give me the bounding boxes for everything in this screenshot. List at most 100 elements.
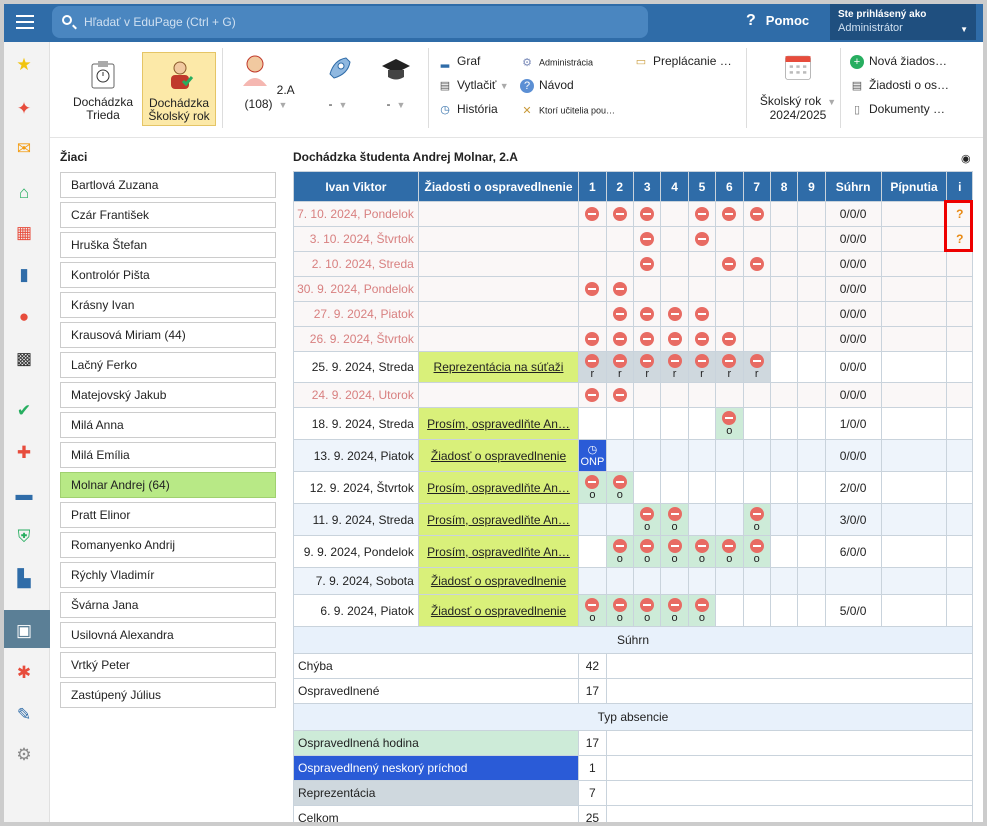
check-icon[interactable]: ✔ [16, 401, 32, 420]
column-header[interactable]: 7 [742, 171, 771, 202]
lesson-cell[interactable] [578, 201, 607, 227]
lesson-cell[interactable] [797, 301, 826, 327]
lesson-cell[interactable] [769, 407, 799, 440]
lesson-cell[interactable] [605, 567, 634, 595]
column-header[interactable]: Ivan Viktor [293, 171, 419, 202]
new-request-link[interactable]: + Nová žiados… [850, 54, 947, 69]
lesson-cell[interactable]: o [687, 535, 717, 568]
lesson-cell[interactable] [687, 326, 717, 352]
lesson-cell[interactable] [797, 439, 826, 472]
student-item[interactable]: Kontrolór Pišta [60, 262, 276, 288]
user-menu[interactable]: Ste prihlásený ako Administrátor ▼ [830, 4, 976, 40]
student-item[interactable]: Matejovský Jakub [60, 382, 276, 408]
column-header[interactable]: 2 [605, 171, 634, 202]
print-link[interactable]: ▤ Vytlačiť ▼ [438, 78, 509, 93]
star-icon[interactable]: ★ [16, 55, 32, 74]
lesson-cell[interactable] [742, 567, 771, 595]
lesson-cell[interactable] [769, 594, 799, 627]
lesson-cell[interactable] [742, 301, 771, 327]
student-item[interactable]: Krausová Miriam (44) [60, 322, 276, 348]
lesson-cell[interactable] [687, 382, 717, 408]
lesson-cell[interactable] [660, 326, 689, 352]
lesson-cell[interactable] [660, 276, 689, 302]
lesson-cell[interactable] [769, 535, 799, 568]
lesson-cell[interactable] [715, 276, 744, 302]
lesson-cell[interactable] [769, 382, 799, 408]
lesson-cell[interactable] [797, 503, 826, 536]
student-item[interactable]: Rýchly Vladimír [60, 562, 276, 588]
home-icon[interactable]: ⌂ [18, 183, 30, 202]
lesson-cell[interactable] [769, 301, 799, 327]
excuse-request-link[interactable]: Prosím, ospravedlňte An… [417, 535, 580, 568]
student-item[interactable]: Romanyenko Andrij [60, 532, 276, 558]
lesson-cell[interactable]: ◷ ONP [578, 439, 607, 472]
lesson-cell[interactable] [742, 594, 771, 627]
lesson-cell[interactable] [605, 439, 634, 472]
lesson-cell[interactable] [797, 535, 826, 568]
lesson-cell[interactable] [632, 471, 662, 504]
lesson-cell[interactable] [797, 201, 826, 227]
lesson-cell[interactable] [769, 567, 799, 595]
graf-link[interactable]: ▂ Graf [438, 54, 481, 69]
lesson-cell[interactable] [797, 567, 826, 595]
lesson-cell[interactable]: r [660, 351, 689, 383]
chat-icon[interactable]: ✱ [16, 663, 32, 682]
student-item[interactable]: Lačný Ferko [60, 352, 276, 378]
magic-wand-icon[interactable]: ✦ [16, 99, 32, 118]
lesson-cell[interactable] [632, 439, 662, 472]
column-header[interactable]: 8 [769, 171, 799, 202]
lesson-cell[interactable] [605, 251, 634, 277]
lesson-cell[interactable] [687, 439, 717, 472]
lesson-cell[interactable] [578, 535, 607, 568]
student-item[interactable]: Czár František [60, 202, 276, 228]
lesson-cell[interactable]: o [660, 503, 689, 536]
lesson-cell[interactable]: o [632, 535, 662, 568]
lesson-cell[interactable] [715, 503, 744, 536]
lesson-cell[interactable] [660, 407, 689, 440]
history-link[interactable]: ◷ História [438, 102, 498, 117]
teachers-link[interactable]: ✕ Ktorí učitelia pou… [520, 104, 615, 118]
student-item[interactable]: Vrtký Peter [60, 652, 276, 678]
lesson-cell[interactable] [632, 251, 662, 277]
lesson-cell[interactable] [632, 201, 662, 227]
excuse-request-link[interactable]: Žiadosť o ospravedlnenie [417, 594, 580, 627]
lesson-cell[interactable] [632, 301, 662, 327]
lesson-cell[interactable] [687, 567, 717, 595]
guide-link[interactable]: ? Návod [520, 78, 574, 93]
lesson-cell[interactable] [578, 503, 607, 536]
lesson-cell[interactable] [632, 276, 662, 302]
briefcase-icon[interactable]: ▬ [15, 485, 33, 504]
lesson-cell[interactable] [578, 301, 607, 327]
lesson-cell[interactable] [742, 326, 771, 352]
lesson-cell[interactable]: o [660, 594, 689, 627]
lesson-cell[interactable]: r [687, 351, 717, 383]
lesson-cell[interactable] [578, 226, 607, 252]
student-item[interactable]: Krásny Ivan [60, 292, 276, 318]
lesson-cell[interactable] [687, 503, 717, 536]
lesson-cell[interactable]: r [632, 351, 662, 383]
chart-icon[interactable]: ▙ [17, 569, 31, 588]
lesson-cell[interactable] [578, 382, 607, 408]
excuse-request-link[interactable]: Prosím, ospravedlňte An… [417, 407, 580, 440]
lesson-cell[interactable] [715, 567, 744, 595]
student-item[interactable]: Zastúpený Július [60, 682, 276, 708]
calendar-icon[interactable]: ▩ [15, 349, 33, 368]
eye-hide-icon[interactable]: ◉ [961, 153, 971, 165]
lesson-cell[interactable] [660, 471, 689, 504]
student-item[interactable]: Švárna Jana [60, 592, 276, 618]
lesson-cell[interactable] [660, 201, 689, 227]
lesson-cell[interactable] [742, 471, 771, 504]
lesson-cell[interactable] [632, 326, 662, 352]
lesson-cell[interactable] [605, 326, 634, 352]
lesson-cell[interactable] [742, 276, 771, 302]
lesson-cell[interactable] [660, 567, 689, 595]
lesson-cell[interactable]: o [632, 503, 662, 536]
lesson-cell[interactable]: o [715, 407, 744, 440]
lesson-cell[interactable] [797, 382, 826, 408]
hamburger-menu-icon[interactable] [10, 9, 42, 37]
lesson-cell[interactable] [660, 251, 689, 277]
student-item[interactable]: Milá Anna [60, 412, 276, 438]
lesson-cell[interactable] [742, 251, 771, 277]
lesson-cell[interactable]: o [687, 594, 717, 627]
lesson-cell[interactable]: r [742, 351, 771, 383]
